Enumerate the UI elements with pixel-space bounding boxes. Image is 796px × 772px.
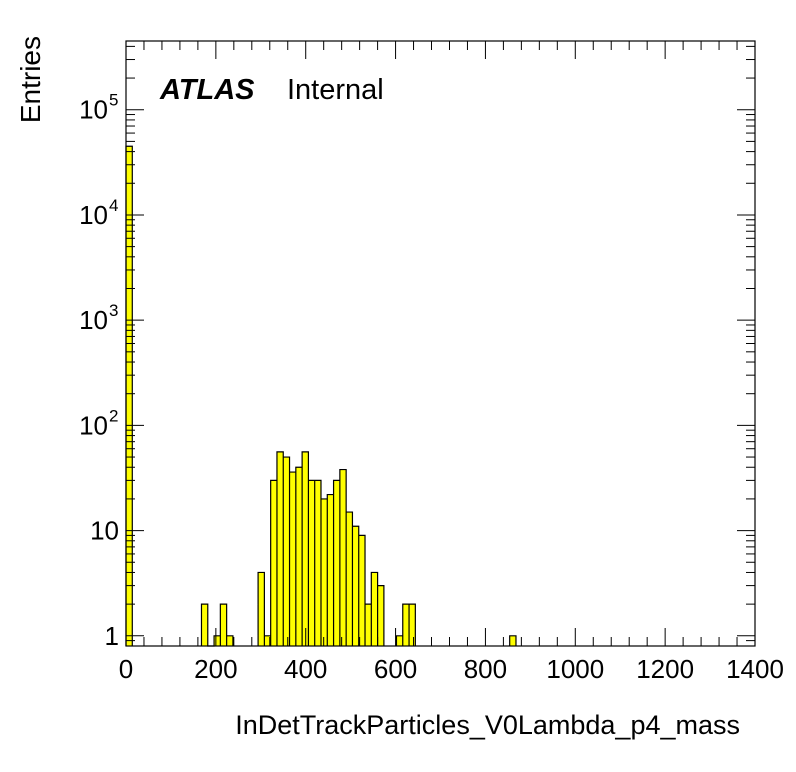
histogram-bar <box>295 467 303 646</box>
plot-frame <box>125 40 756 647</box>
x-tick-label: 800 <box>464 654 507 684</box>
y-tick-label: 10 <box>79 200 108 230</box>
histogram-bar <box>214 635 221 646</box>
y-tick-label: 10 <box>79 95 108 125</box>
x-tick-label: 1200 <box>636 654 694 684</box>
histogram-bar <box>377 585 384 646</box>
y-tick-exponent: 3 <box>109 301 118 320</box>
y-tick-label: 10 <box>90 516 119 546</box>
histogram-bar <box>396 635 403 646</box>
internal-label: Internal <box>287 74 384 106</box>
histogram-bar <box>270 480 277 646</box>
histogram-bar <box>289 472 296 646</box>
y-tick-label: 10 <box>79 305 108 335</box>
histogram-bar <box>327 494 334 646</box>
histogram-bar <box>320 498 328 646</box>
histogram-bar <box>402 604 410 646</box>
histogram-bar <box>339 469 347 646</box>
histogram-bar <box>226 635 233 646</box>
y-axis-label: Entries <box>15 36 46 123</box>
histogram-bar <box>283 457 290 646</box>
histogram-bar <box>276 451 284 646</box>
x-axis-label: InDetTrackParticles_V0Lambda_p4_mass <box>235 710 740 740</box>
histogram-bar <box>346 512 353 646</box>
y-tick-label: 1 <box>105 621 119 651</box>
y-tick-exponent: 4 <box>109 196 118 215</box>
histogram-bar <box>264 635 271 646</box>
histogram-outline <box>125 145 517 647</box>
atlas-label: ATLAS <box>159 74 255 106</box>
histogram-bar <box>358 535 366 646</box>
histogram-bar <box>314 480 321 646</box>
histogram-bar <box>302 451 309 646</box>
histogram-bar <box>126 146 133 646</box>
histogram-bars <box>125 145 517 647</box>
histogram-bar <box>365 604 372 646</box>
y-tick-label: 10 <box>79 410 108 440</box>
x-tick-label: 1400 <box>726 654 784 684</box>
y-tick-exponent: 2 <box>109 406 118 425</box>
histogram-bar <box>333 480 340 646</box>
x-tick-label: 1000 <box>546 654 604 684</box>
x-tick-label: 200 <box>194 654 237 684</box>
y-tick-exponent: 5 <box>109 91 118 110</box>
axis-ticks <box>125 41 756 647</box>
x-tick-label: 600 <box>374 654 417 684</box>
histogram-bar <box>308 480 315 646</box>
x-tick-label: 400 <box>284 654 327 684</box>
histogram-bar <box>220 604 227 646</box>
histogram-bar <box>201 604 208 646</box>
histogram-bar <box>509 635 516 646</box>
histogram-bar <box>352 526 359 646</box>
x-tick-label: 0 <box>119 654 133 684</box>
histogram-bar <box>409 604 416 646</box>
histogram-bar <box>258 572 265 646</box>
histogram-bar <box>371 572 378 646</box>
